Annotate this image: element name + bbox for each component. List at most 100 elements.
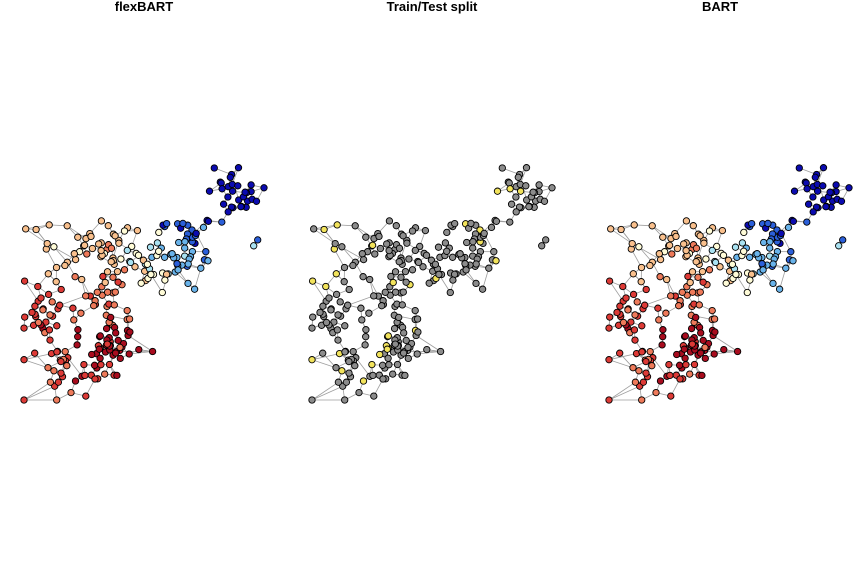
network-node	[416, 242, 424, 251]
network-node	[656, 273, 664, 281]
network-node	[319, 349, 327, 357]
network-node	[809, 193, 817, 201]
network-edge	[652, 357, 668, 377]
network-node	[395, 313, 403, 322]
network-node	[20, 324, 28, 332]
network-node	[413, 350, 421, 358]
network-node	[605, 396, 613, 404]
network-node	[379, 375, 387, 383]
network-node	[70, 250, 78, 258]
network-node	[637, 278, 645, 286]
network-node	[199, 223, 208, 232]
network-node	[692, 244, 701, 252]
network-node	[113, 371, 121, 380]
network-node	[682, 246, 690, 255]
network-node	[789, 257, 797, 265]
network-node	[839, 236, 847, 244]
network-node	[631, 336, 639, 344]
network-node	[308, 396, 316, 404]
network-node	[710, 315, 719, 323]
network-node	[673, 350, 681, 359]
network-node	[125, 350, 133, 358]
network-node	[358, 250, 366, 258]
network-node	[143, 260, 152, 268]
network-node	[146, 243, 155, 251]
network-node	[395, 244, 404, 252]
network-node	[529, 188, 537, 196]
network-node	[711, 258, 720, 267]
network-node	[423, 345, 431, 354]
network-node	[676, 375, 684, 383]
network-panel-bart	[605, 164, 853, 404]
network-node	[308, 356, 316, 364]
network-node	[345, 369, 353, 377]
network-node	[20, 356, 28, 364]
network-node	[181, 238, 189, 246]
network-node	[748, 219, 756, 228]
network-node	[401, 371, 409, 380]
network-node	[184, 279, 192, 288]
network-node	[681, 332, 689, 340]
network-node	[128, 242, 136, 251]
network-node	[435, 270, 443, 279]
network-node	[467, 219, 475, 228]
network-node	[421, 226, 430, 235]
network-node	[753, 250, 761, 258]
network-node	[101, 370, 109, 378]
network-node	[39, 306, 47, 314]
network-node	[131, 263, 139, 271]
network-node	[192, 229, 200, 238]
network-node	[716, 263, 724, 271]
network-node	[605, 277, 614, 285]
network-node	[672, 232, 680, 241]
network-node	[759, 266, 767, 274]
network-node	[218, 218, 226, 226]
network-node	[37, 294, 45, 302]
network-node	[698, 267, 707, 276]
network-node	[688, 268, 697, 276]
network-node	[375, 232, 383, 241]
network-node	[362, 233, 370, 241]
network-node	[654, 304, 662, 312]
network-node	[381, 288, 389, 296]
network-node	[656, 377, 665, 385]
network-node	[83, 250, 91, 258]
network-edge	[67, 357, 83, 377]
network-node	[662, 309, 670, 317]
network-node	[22, 225, 30, 233]
network-node	[696, 232, 704, 240]
network-node	[514, 173, 522, 181]
network-node	[120, 266, 129, 274]
network-node	[456, 250, 464, 258]
network-node	[512, 193, 520, 201]
network-node	[181, 244, 189, 252]
network-node	[52, 263, 61, 272]
network-node	[97, 217, 106, 225]
network-node	[107, 313, 115, 322]
network-node	[114, 278, 122, 286]
network-node	[163, 219, 171, 228]
network-node	[226, 173, 234, 181]
network-node	[50, 367, 58, 375]
network-node	[359, 273, 367, 281]
network-node	[659, 233, 667, 241]
network-node	[642, 357, 650, 366]
network-node	[659, 326, 667, 334]
network-node	[45, 326, 54, 334]
network-edge	[354, 225, 375, 239]
network-edge	[644, 295, 671, 306]
network-node	[21, 313, 29, 321]
network-node	[789, 217, 798, 225]
network-node	[548, 184, 556, 192]
network-node	[368, 360, 376, 369]
network-edge	[347, 295, 374, 306]
network-node	[414, 258, 423, 267]
network-node	[809, 208, 817, 216]
network-node	[699, 278, 707, 286]
network-node	[403, 239, 411, 247]
network-node	[680, 240, 688, 248]
network-node	[404, 354, 412, 363]
network-node	[395, 258, 403, 266]
network-edge	[23, 353, 52, 361]
network-node	[120, 227, 129, 235]
